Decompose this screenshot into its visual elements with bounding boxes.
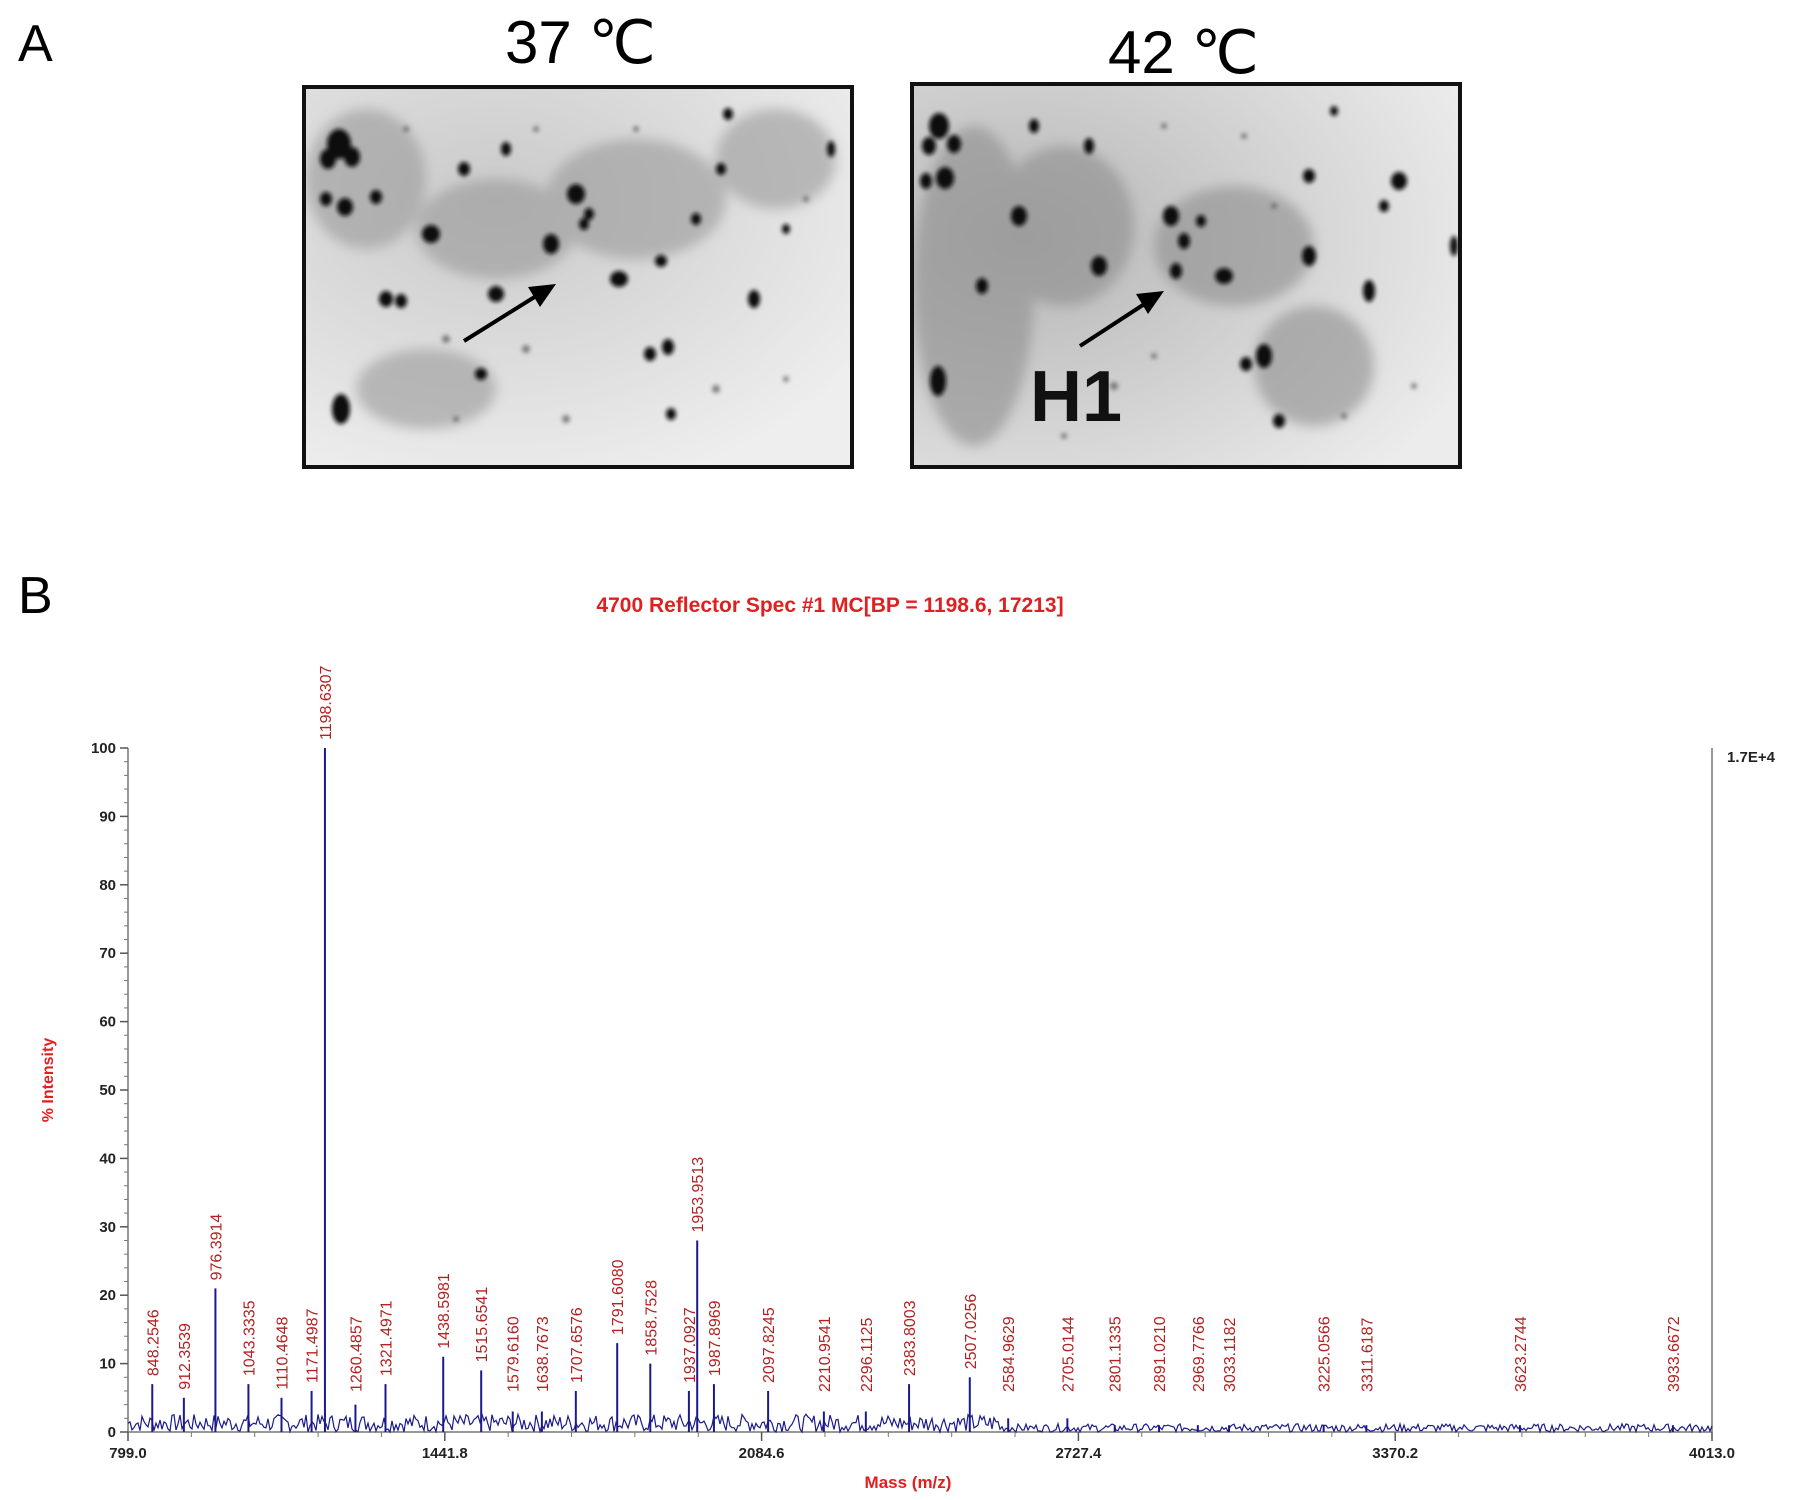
x-tick-label: 799.0 <box>109 1445 147 1462</box>
peak-label: 2584.9629 <box>1001 1316 1018 1392</box>
gel-spots-37 <box>306 89 850 465</box>
peak-label: 912.3539 <box>177 1323 194 1390</box>
x-tick-label: 1441.8 <box>422 1445 468 1462</box>
panel-b-letter: B <box>18 567 53 625</box>
y-tick-label: 0 <box>108 1424 116 1441</box>
y-tick-label: 50 <box>99 1082 116 1099</box>
chart-title: 4700 Reflector Spec #1 MC[BP = 1198.6, 1… <box>596 594 1063 617</box>
peak-label: 3933.6672 <box>1666 1316 1683 1392</box>
chart-axes: 0 10 20 30 40 50 60 70 80 90 100 799.0 1441.8 2084.6 2… <box>91 740 1735 1462</box>
baseline-noise <box>127 1412 1713 1434</box>
peak-label: 1198.6307 <box>318 665 335 740</box>
peak-label: 1937.0927 <box>682 1307 699 1383</box>
peak-label: 1043.3335 <box>241 1300 258 1376</box>
x-tick-label: 3370.2 <box>1372 1445 1418 1462</box>
peak-label: 1321.4971 <box>379 1300 396 1376</box>
peak-label: 3311.6187 <box>1359 1317 1376 1392</box>
peak-label: 2296.1125 <box>859 1317 876 1392</box>
spectrum-peaks <box>151 748 1674 1432</box>
peak-label: 1438.5981 <box>436 1273 453 1349</box>
arrow-37 <box>462 291 543 343</box>
peak-label: 976.3914 <box>208 1214 225 1281</box>
peak-label: 2210.9541 <box>817 1316 834 1392</box>
peak-label: 3033.1182 <box>1222 1317 1239 1392</box>
y-tick-label: 20 <box>99 1287 116 1304</box>
gel-spots-42 <box>914 86 1458 465</box>
y-tick-label: 60 <box>99 1014 116 1031</box>
peak-label: 1110.4648 <box>275 1316 292 1389</box>
peak-label: 2097.8245 <box>761 1307 778 1383</box>
panel-a-letter: A <box>18 15 53 73</box>
peak-labels: 848.2546 912.3539 976.3914 1043.3335 1110.46… <box>145 665 1683 1392</box>
peak-label: 2507.0256 <box>963 1294 980 1370</box>
peak-label: 2969.7766 <box>1191 1316 1208 1392</box>
peak-label: 1858.7528 <box>643 1280 660 1356</box>
peak-label: 1707.6576 <box>569 1307 586 1383</box>
peak-label: 1171.4987 <box>305 1308 322 1383</box>
peak-label: 1515.6541 <box>474 1287 491 1363</box>
mass-spectrum-chart: 4700 Reflector Spec #1 MC[BP = 1198.6, 1… <box>40 594 1776 1492</box>
arrow-head-42-icon <box>1136 291 1164 314</box>
peak-label: 2891.0210 <box>1152 1316 1169 1392</box>
peak-label: 848.2546 <box>145 1309 162 1376</box>
gel-label-h1: H1 <box>1030 357 1123 437</box>
gel-title-37: 37 ℃ <box>505 9 656 76</box>
peak-label: 2801.1335 <box>1108 1316 1125 1392</box>
arrow-42 <box>1078 301 1148 348</box>
gel-image-37 <box>302 85 854 469</box>
peak-label: 2705.0144 <box>1060 1316 1077 1392</box>
peak-label: 3623.2744 <box>1513 1316 1530 1392</box>
y-tick-label: 80 <box>99 877 116 894</box>
peak-label: 3225.0566 <box>1317 1316 1334 1392</box>
peak-label: 1579.6160 <box>506 1316 523 1392</box>
y-axis-label: % Intensity <box>40 1038 57 1123</box>
y-tick-label: 90 <box>99 808 116 825</box>
y-tick-label: 100 <box>91 740 116 757</box>
peak-label: 1638.7673 <box>535 1316 552 1392</box>
x-axis-label: Mass (m/z) <box>865 1473 952 1492</box>
peak-label: 1987.8969 <box>707 1300 724 1376</box>
peak-label: 1791.6080 <box>610 1259 627 1335</box>
right-axis-label: 1.7E+4 <box>1727 749 1776 766</box>
gel-image-42 <box>910 82 1462 469</box>
gel-title-42: 42 ℃ <box>1108 19 1259 86</box>
peak-label: 1953.9513 <box>690 1157 707 1233</box>
y-tick-label: 70 <box>99 945 116 962</box>
y-tick-label: 10 <box>99 1356 116 1373</box>
x-tick-label: 4013.0 <box>1689 1445 1735 1462</box>
peak-label: 1260.4857 <box>348 1316 365 1392</box>
y-tick-label: 40 <box>99 1150 116 1167</box>
y-tick-label: 30 <box>99 1219 116 1236</box>
x-tick-label: 2727.4 <box>1055 1445 1102 1462</box>
baseline-trace <box>127 1412 1713 1434</box>
arrow-head-37-icon <box>528 284 556 307</box>
x-tick-label: 2084.6 <box>739 1445 785 1462</box>
peak-label: 2383.8003 <box>902 1300 919 1376</box>
